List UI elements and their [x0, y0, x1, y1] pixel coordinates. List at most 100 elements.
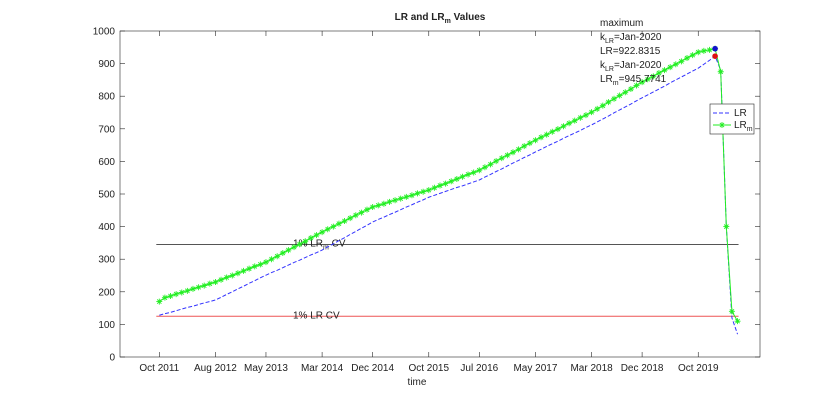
marker: [274, 253, 281, 260]
text-part: Values: [451, 12, 486, 23]
x-tick-label: Dec 2014: [351, 363, 394, 374]
marker: [240, 267, 247, 274]
y-tick-label: 500: [98, 190, 115, 201]
chart-title: LR and LRm Values: [395, 12, 486, 25]
marker: [582, 112, 589, 119]
marker: [538, 134, 545, 141]
y-tick-label: 800: [98, 92, 115, 103]
x-tick-label: May 2017: [513, 363, 557, 374]
marker: [161, 294, 168, 301]
marker: [173, 291, 180, 298]
marker: [521, 143, 528, 150]
y-tick-label: 300: [98, 255, 115, 266]
x-tick-label: Oct 2011: [139, 363, 179, 374]
marker: [302, 238, 309, 245]
legend-label: LR: [734, 108, 747, 119]
marker: [571, 117, 578, 124]
annotation: kLR=Jan-2020: [600, 32, 662, 45]
marker: [313, 232, 320, 239]
marker: [599, 102, 606, 109]
marker: [465, 171, 472, 178]
marker: [296, 241, 303, 248]
series-line: [159, 55, 739, 335]
marker: [358, 209, 365, 216]
reference-label: 1% LR CV: [293, 310, 340, 321]
marker: [678, 58, 685, 65]
marker: [723, 223, 730, 230]
x-tick-label: Mar 2014: [301, 363, 344, 374]
marker: [386, 198, 393, 205]
text-part: LR and LR: [395, 12, 446, 23]
subscript: LR: [605, 66, 614, 73]
subscript: m: [613, 80, 619, 87]
marker: [504, 152, 511, 159]
marker: [229, 272, 236, 279]
subscript: m: [445, 18, 451, 25]
marker: [515, 146, 522, 153]
marker: [476, 167, 483, 174]
marker: [554, 126, 561, 133]
annotation: LR=922.8315: [600, 46, 661, 57]
marker: [549, 128, 556, 135]
marker: [498, 155, 505, 162]
y-tick-label: 900: [98, 59, 115, 70]
marker: [605, 99, 612, 106]
text-part: =Jan-2020: [614, 60, 662, 71]
marker: [392, 197, 399, 204]
text-part: =Jan-2020: [614, 32, 662, 43]
marker: [442, 180, 449, 187]
x-tick-label: Mar 2018: [570, 363, 613, 374]
marker: [437, 182, 443, 189]
marker: [566, 120, 573, 127]
marker: [509, 149, 516, 156]
marker: [420, 188, 427, 195]
marker: [178, 289, 185, 296]
marker: [195, 284, 202, 291]
subscript: LR: [605, 38, 614, 45]
marker: [667, 64, 674, 71]
max-marker: [712, 53, 718, 59]
marker: [414, 190, 421, 197]
marker: [324, 226, 331, 233]
marker: [375, 202, 382, 209]
marker: [684, 55, 691, 62]
marker: [532, 137, 539, 144]
marker: [341, 218, 348, 225]
text-part: LR: [600, 74, 613, 85]
marker: [184, 287, 191, 294]
marker: [189, 285, 196, 292]
x-tick-label: Jul 2016: [460, 363, 498, 374]
marker: [650, 73, 657, 80]
marker: [616, 92, 623, 99]
legend-box: [709, 103, 755, 135]
marker: [397, 195, 404, 202]
x-tick-label: May 2013: [244, 363, 288, 374]
subscript: m: [747, 126, 753, 133]
marker: [285, 247, 292, 254]
x-tick-label: Oct 2015: [408, 363, 449, 374]
y-tick-label: 700: [98, 124, 115, 135]
marker: [661, 67, 668, 74]
marker: [369, 204, 376, 211]
marker: [655, 70, 662, 77]
marker: [257, 261, 264, 268]
text-part: 1% LR: [293, 239, 323, 250]
marker: [167, 293, 174, 300]
marker: [364, 206, 371, 213]
text-part: k: [600, 60, 606, 71]
marker: [633, 82, 640, 89]
marker: [695, 49, 702, 56]
annotation: LRm=945.7741: [600, 74, 667, 87]
annotation: maximum: [600, 18, 643, 29]
marker: [577, 114, 584, 121]
text-part: CV: [329, 239, 346, 250]
marker: [347, 215, 354, 222]
marker: [234, 270, 241, 277]
marker: [408, 192, 415, 199]
marker: [644, 76, 651, 83]
marker: [307, 235, 314, 242]
marker: [481, 164, 488, 171]
marker: [526, 140, 533, 147]
